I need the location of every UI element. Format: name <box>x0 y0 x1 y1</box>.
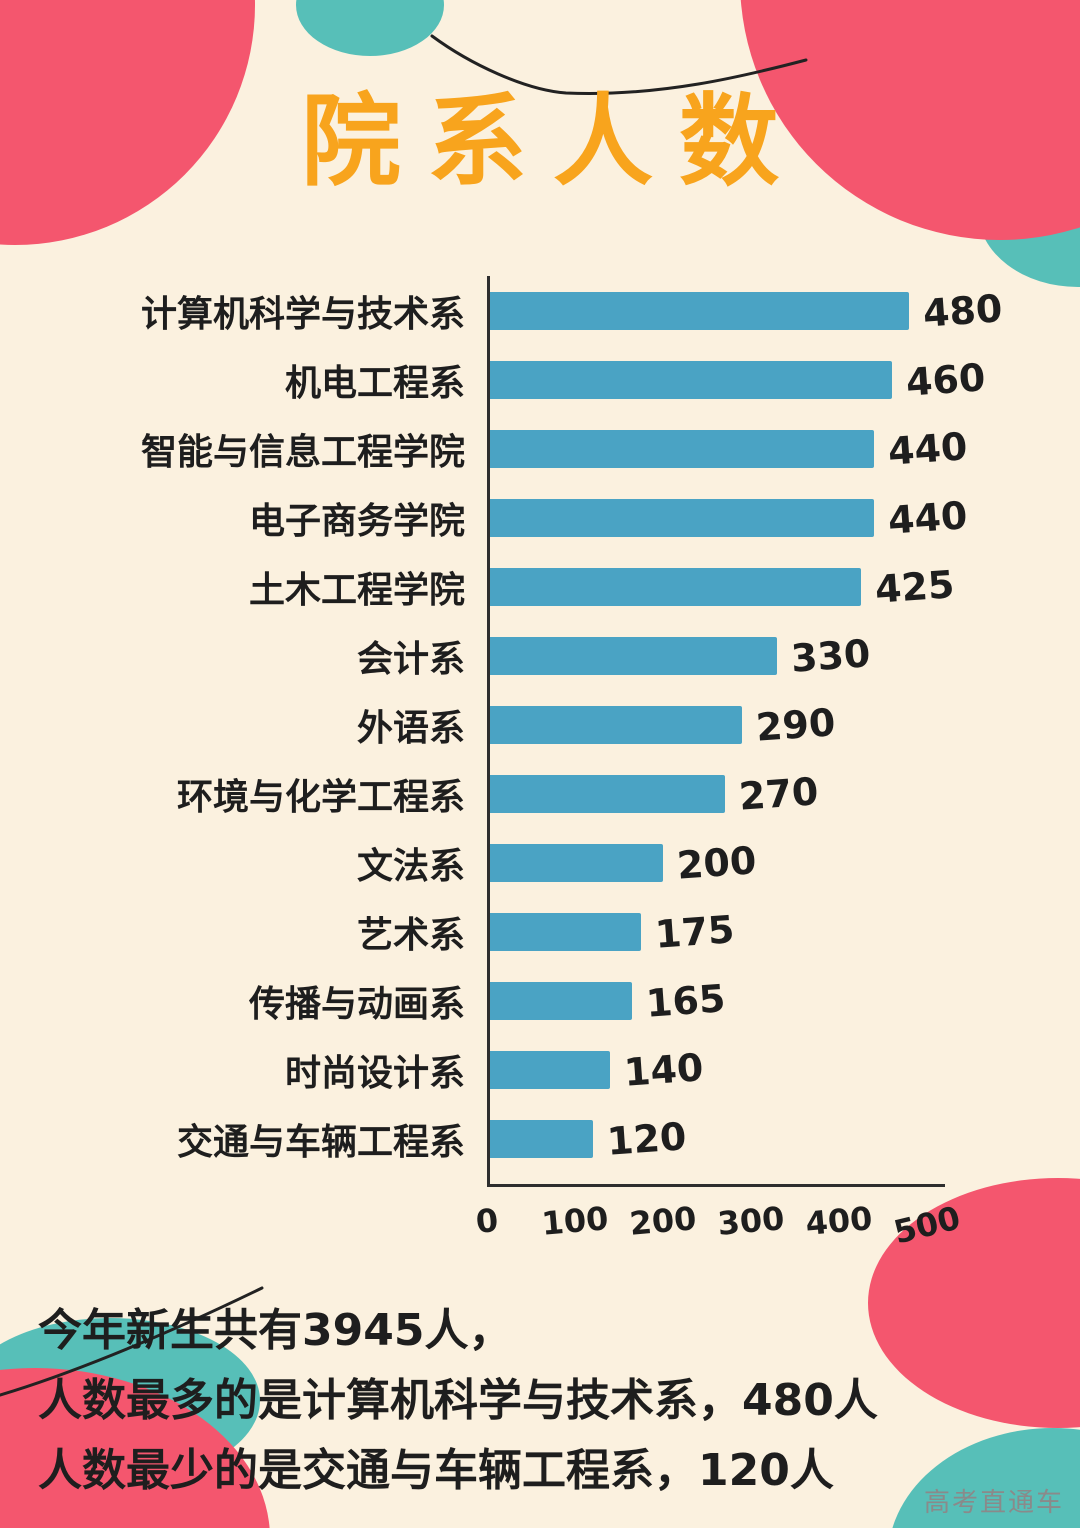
summary-text: 今年新生共有3945人， 人数最多的是计算机科学与技术系，480人 人数最少的是… <box>38 1296 878 1506</box>
watermark: 高考直通车 <box>923 1488 1064 1518</box>
value-label: 330 <box>789 630 872 681</box>
bar <box>487 498 874 537</box>
bar-row: 土木工程学院 425 <box>0 552 1080 621</box>
bar <box>487 843 663 882</box>
bar <box>487 1050 610 1089</box>
x-axis-line <box>487 1184 945 1187</box>
value-label: 200 <box>675 837 758 888</box>
bar <box>487 912 641 951</box>
bar-track: 460 <box>487 345 1080 414</box>
page-title: 院系人数 <box>301 83 805 200</box>
bar <box>487 774 725 813</box>
bar-row: 艺术系 175 <box>0 897 1080 966</box>
bar-track: 425 <box>487 552 1080 621</box>
category-label: 文法系 <box>356 845 465 887</box>
category-label: 会计系 <box>356 638 465 680</box>
x-axis-ticks: 0 100 200 300 400 500 <box>474 1198 964 1262</box>
value-label: 120 <box>605 1113 688 1164</box>
category-label: 艺术系 <box>356 914 465 956</box>
bar <box>487 636 777 675</box>
bar-row: 文法系 200 <box>0 828 1080 897</box>
bar-track: 440 <box>487 483 1080 552</box>
x-tick-label: 400 <box>804 1199 874 1243</box>
value-label: 140 <box>622 1044 705 1095</box>
bar <box>487 981 632 1020</box>
bar <box>487 291 909 330</box>
bar-row: 计算机科学与技术系 480 <box>0 276 1080 345</box>
category-label: 电子商务学院 <box>248 500 465 542</box>
chart-rows: 计算机科学与技术系 480 机电工程系 460 智能与信息工程学院 440 电子商务学院 44… <box>0 276 1080 1173</box>
summary-line-1: 今年新生共有3945人， <box>38 1305 513 1356</box>
category-label: 机电工程系 <box>284 362 465 404</box>
bar-track: 120 <box>487 1104 1080 1173</box>
x-tick-label: 300 <box>716 1199 786 1243</box>
bar-track: 480 <box>487 276 1080 345</box>
value-label: 440 <box>886 492 969 543</box>
bar-row: 会计系 330 <box>0 621 1080 690</box>
bar-track: 200 <box>487 828 1080 897</box>
bar-row: 智能与信息工程学院 440 <box>0 414 1080 483</box>
bar <box>487 705 742 744</box>
bar-track: 440 <box>487 414 1080 483</box>
bar <box>487 360 892 399</box>
teal-blob-top-center <box>296 0 444 56</box>
bar-track: 175 <box>487 897 1080 966</box>
category-label: 传播与动画系 <box>248 983 465 1025</box>
value-label: 270 <box>737 768 820 819</box>
category-label: 时尚设计系 <box>284 1052 465 1094</box>
bar <box>487 567 861 606</box>
bar-row: 传播与动画系 165 <box>0 966 1080 1035</box>
bar-row: 环境与化学工程系 270 <box>0 759 1080 828</box>
bar-track: 165 <box>487 966 1080 1035</box>
bar-track: 290 <box>487 690 1080 759</box>
category-label: 计算机科学与技术系 <box>140 293 465 335</box>
y-axis-line <box>487 276 490 1184</box>
bar-row: 外语系 290 <box>0 690 1080 759</box>
bar-row: 时尚设计系 140 <box>0 1035 1080 1104</box>
bar-chart: 计算机科学与技术系 480 机电工程系 460 智能与信息工程学院 440 电子商务学院 44… <box>0 276 1080 1173</box>
bar-row: 电子商务学院 440 <box>0 483 1080 552</box>
value-label: 440 <box>886 423 969 474</box>
value-label: 460 <box>904 354 987 405</box>
bar-row: 交通与车辆工程系 120 <box>0 1104 1080 1173</box>
category-label: 交通与车辆工程系 <box>176 1121 465 1163</box>
summary-line-3: 人数最少的是交通与车辆工程系，120人 <box>38 1445 834 1496</box>
category-label: 外语系 <box>356 707 465 749</box>
value-label: 175 <box>653 906 736 957</box>
value-label: 480 <box>921 285 1004 336</box>
x-tick-label: 0 <box>474 1201 500 1241</box>
value-label: 165 <box>644 975 727 1026</box>
category-label: 智能与信息工程学院 <box>140 431 465 473</box>
bar-track: 140 <box>487 1035 1080 1104</box>
bar-track: 330 <box>487 621 1080 690</box>
value-label: 290 <box>754 699 837 750</box>
category-label: 环境与化学工程系 <box>176 776 465 818</box>
bar <box>487 1119 593 1158</box>
bar <box>487 429 874 468</box>
x-tick-label: 100 <box>540 1199 610 1243</box>
bar-track: 270 <box>487 759 1080 828</box>
category-label: 土木工程学院 <box>248 569 465 611</box>
x-tick-label: 200 <box>628 1199 698 1243</box>
summary-line-2: 人数最多的是计算机科学与技术系，480人 <box>38 1375 878 1426</box>
value-label: 425 <box>873 561 956 612</box>
bar-row: 机电工程系 460 <box>0 345 1080 414</box>
